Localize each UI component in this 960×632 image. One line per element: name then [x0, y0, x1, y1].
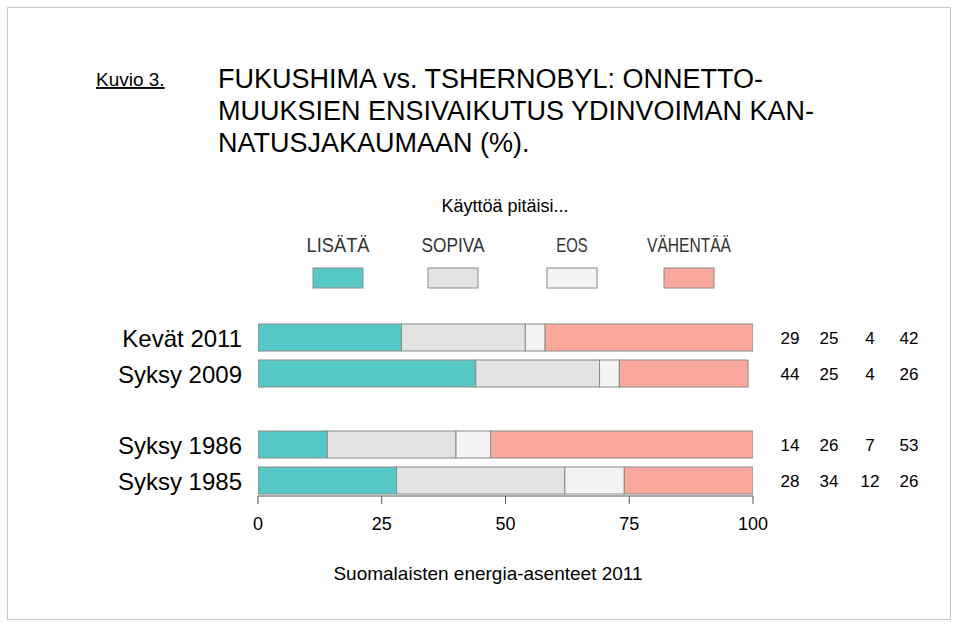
- legend-title: Käyttöä pitäisi...: [441, 196, 568, 216]
- data-label: 28: [781, 472, 800, 491]
- frame: [8, 8, 951, 620]
- bar-segment: [258, 467, 397, 494]
- legend-swatch: [664, 268, 714, 288]
- x-tick: [381, 496, 382, 504]
- data-label: 12: [861, 472, 880, 491]
- data-label: 26: [900, 472, 919, 491]
- legend-label: SOPIVA: [422, 233, 485, 256]
- data-label: 14: [781, 436, 800, 455]
- bar-segment: [258, 360, 476, 387]
- legend-label: EOS: [556, 233, 588, 256]
- bar-segment: [456, 431, 491, 458]
- x-tick: [629, 496, 630, 504]
- bar-segment: [258, 431, 327, 458]
- x-tick-label: 75: [619, 514, 639, 534]
- legend-label: LISÄTÄ: [307, 233, 370, 256]
- title-line: MUUKSIEN ENSIVAIKUTUS YDINVOIMAN KAN-: [218, 96, 814, 126]
- data-label: 44: [781, 365, 800, 384]
- data-label: 53: [900, 436, 919, 455]
- data-label: 7: [865, 436, 874, 455]
- title-line: NATUSJAKAUMAAN (%).: [218, 128, 530, 158]
- title: FUKUSHIMA vs. TSHERNOBYL: ONNETTO-MUUKSI…: [218, 64, 814, 158]
- data-label: 34: [820, 472, 839, 491]
- data-label: 26: [900, 365, 919, 384]
- data-label: 25: [820, 329, 839, 348]
- legend-swatch: [313, 268, 363, 288]
- bar-segment: [397, 467, 565, 494]
- x-tick: [753, 496, 754, 504]
- bar-segment: [327, 431, 456, 458]
- data-label: 4: [865, 365, 874, 384]
- legend-swatch: [428, 268, 478, 288]
- bar-segment: [545, 324, 753, 351]
- data-label: 29: [781, 329, 800, 348]
- x-tick: [505, 496, 506, 504]
- x-tick-label: 0: [253, 514, 263, 534]
- title-line: FUKUSHIMA vs. TSHERNOBYL: ONNETTO-: [218, 64, 763, 94]
- x-tick-label: 25: [372, 514, 392, 534]
- category-label: Syksy 1985: [118, 468, 242, 495]
- source: Suomalaisten energia-asenteet 2011: [333, 563, 642, 584]
- x-tick-label: 50: [495, 514, 515, 534]
- category-label: Syksy 2009: [118, 361, 242, 388]
- data-label: 4: [865, 329, 874, 348]
- bar-segment: [624, 467, 753, 494]
- bar-segment: [565, 467, 624, 494]
- legend-swatch: [547, 268, 597, 288]
- bar-segment: [476, 360, 600, 387]
- bar-segment: [619, 360, 748, 387]
- bar-segment: [402, 324, 526, 351]
- x-tick: [258, 496, 259, 504]
- category-label: Kevät 2011: [122, 325, 242, 352]
- legend-label: VÄHENTÄÄ: [647, 233, 731, 256]
- x-tick-label: 100: [738, 514, 768, 534]
- data-label: 26: [820, 436, 839, 455]
- bar-segment: [600, 360, 620, 387]
- bar-segment: [491, 431, 753, 458]
- bars: [258, 324, 753, 494]
- bar-segment: [258, 324, 402, 351]
- category-label: Syksy 1986: [118, 432, 242, 459]
- chart: Kuvio 3. FUKUSHIMA vs. TSHERNOBYL: ONNETT…: [0, 0, 960, 632]
- data-label: 42: [900, 329, 919, 348]
- data-label: 25: [820, 365, 839, 384]
- figure-label: Kuvio 3.: [96, 69, 165, 90]
- bar-segment: [525, 324, 545, 351]
